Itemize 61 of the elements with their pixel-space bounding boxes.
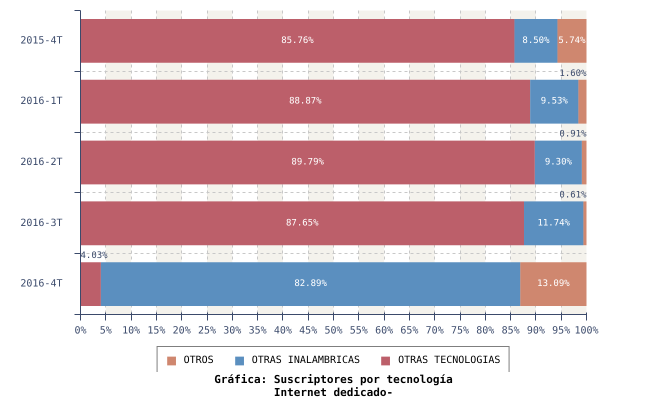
data-label: 5.74% — [558, 36, 586, 46]
x-tick-label: 55% — [350, 326, 368, 336]
x-tick-label: 60% — [375, 326, 394, 336]
legend-label: OTROS — [184, 355, 214, 366]
x-tick-label: 45% — [299, 326, 318, 336]
x-tick-label: 25% — [198, 326, 216, 336]
x-tick-label: 75% — [450, 326, 470, 336]
y-tick-label: 2016-2T — [20, 157, 63, 168]
bar — [578, 80, 586, 124]
x-tick-label: 100% — [574, 326, 599, 336]
y-tick-label: 2015-4T — [20, 35, 63, 46]
data-label: 9.30% — [544, 158, 572, 168]
bar — [583, 201, 586, 246]
data-label: 4.03% — [80, 251, 108, 262]
data-label: 0.61% — [559, 190, 588, 200]
x-tick-label: 35% — [248, 326, 267, 336]
legend-label: OTRAS TECNOLOGIAS — [398, 355, 500, 366]
bar — [557, 19, 586, 63]
bar — [514, 19, 558, 63]
data-label: 82.89% — [294, 279, 328, 290]
data-label: 89.79% — [291, 158, 325, 168]
bar — [80, 80, 530, 124]
text: Gráfica: Suscriptores por tecnología — [214, 373, 453, 386]
x-tick-label: 95% — [552, 326, 570, 336]
data-label: 13.09% — [537, 279, 570, 290]
data-label: 1.60% — [559, 68, 588, 79]
bar — [520, 262, 586, 306]
data-label: 88.87% — [289, 96, 322, 107]
x-tick-label: 40% — [274, 326, 292, 336]
text: Internet dedicado- — [274, 386, 394, 399]
x-tick-label: 80% — [476, 326, 494, 336]
x-tick-label: 70% — [426, 326, 444, 336]
x-tick-label: 20% — [172, 326, 191, 336]
x-tick-label: 90% — [526, 326, 545, 336]
x-tick-label: 15% — [147, 326, 166, 336]
data-label: 9.53% — [540, 96, 568, 107]
x-tick-label: 85% — [502, 326, 520, 336]
y-tick-label: 2016-1T — [20, 96, 63, 108]
bar — [530, 80, 578, 124]
x-tick-label: 10% — [122, 326, 140, 336]
x-tick-label: 50% — [324, 326, 343, 336]
data-label: 85.76% — [281, 36, 314, 46]
data-label: 11.74% — [537, 218, 571, 228]
data-label: 8.50% — [522, 36, 550, 46]
data-label: 87.65% — [286, 218, 320, 228]
bar — [80, 262, 101, 306]
x-tick-label: 5% — [100, 326, 112, 336]
y-tick-label: 2016-3T — [20, 218, 63, 229]
bar — [100, 262, 520, 306]
bar — [80, 140, 535, 184]
x-tick-label: 65% — [400, 326, 418, 336]
legend-label: OTRAS INALAMBRICAS — [252, 355, 360, 366]
data-label: 0.91% — [559, 130, 588, 140]
x-tick-label: 30% — [223, 326, 242, 336]
bar — [80, 201, 524, 246]
bar — [80, 19, 514, 63]
bar — [524, 201, 584, 246]
bar — [534, 140, 582, 184]
bar — [582, 140, 586, 184]
y-tick-label: 2016-4T — [20, 278, 63, 290]
x-tick-label: 0% — [74, 326, 87, 336]
